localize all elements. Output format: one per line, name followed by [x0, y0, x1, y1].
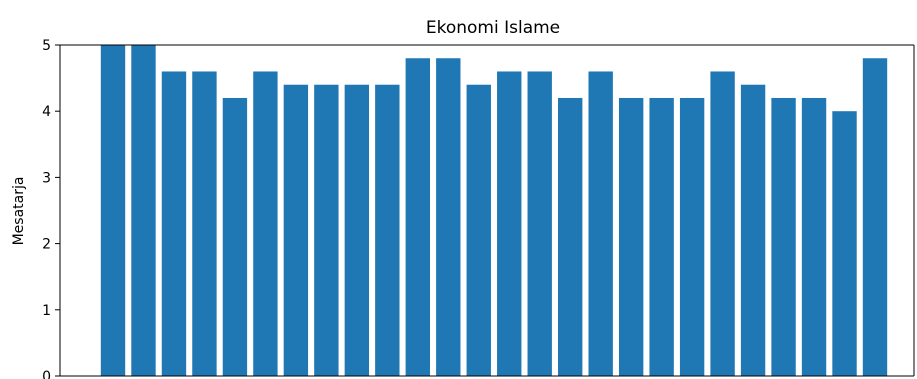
- axes-frame: [59, 44, 915, 377]
- bar-20: [679, 97, 705, 377]
- bar-13: [466, 84, 491, 376]
- bar-24: [801, 97, 827, 377]
- bar-26: [862, 58, 888, 377]
- bar-1: [100, 45, 126, 376]
- bar-6: [253, 71, 278, 376]
- bar-8: [314, 84, 339, 376]
- y-tick-label: 5: [42, 38, 51, 54]
- bar-16: [558, 97, 583, 377]
- y-tick-label: 4: [42, 104, 51, 120]
- bar-3: [161, 71, 187, 376]
- bar-19: [649, 97, 674, 377]
- bar-11: [405, 58, 430, 377]
- bar-22: [740, 84, 766, 376]
- bar-7: [283, 84, 309, 376]
- y-tick-label: 3: [42, 170, 51, 186]
- bar-9: [344, 84, 370, 376]
- bar-21: [710, 71, 735, 376]
- bar-17: [588, 71, 613, 376]
- y-tick-label: 1: [42, 303, 51, 319]
- bar-2: [131, 45, 156, 376]
- bar-18: [618, 97, 644, 377]
- bar-10: [375, 84, 400, 376]
- y-tick-label: 2: [42, 237, 51, 253]
- chart-title: Ekonomi Islame: [426, 18, 560, 38]
- bar-4: [192, 71, 217, 376]
- y-axis-label: Mesatarja: [11, 177, 27, 246]
- y-tick-label: 0: [42, 369, 51, 379]
- bar-12: [436, 58, 461, 377]
- y-axis-ticks: 0 1 2 3 4 5: [42, 38, 60, 379]
- bar-23: [771, 97, 796, 377]
- bar-14: [497, 71, 522, 376]
- bar-25: [832, 111, 857, 376]
- bars-group: [100, 45, 888, 377]
- bar-15: [527, 71, 552, 376]
- bar-5: [222, 97, 248, 377]
